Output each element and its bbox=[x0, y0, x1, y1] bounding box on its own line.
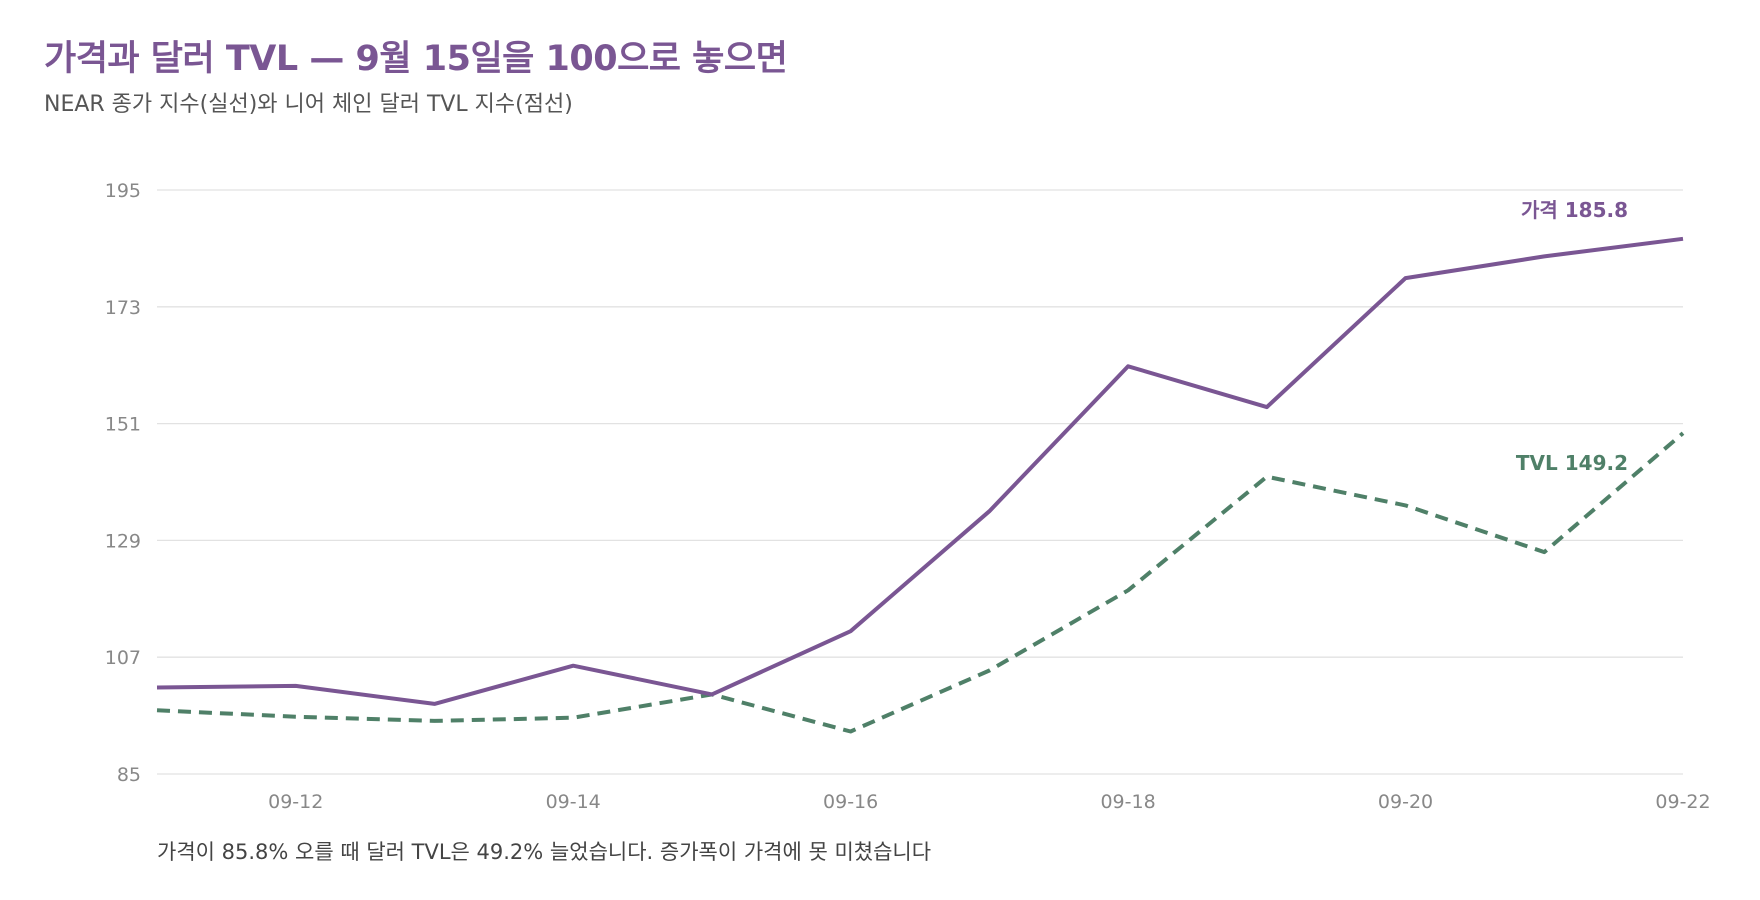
y-tick-label: 195 bbox=[105, 180, 141, 202]
x-tick-label: 09-22 bbox=[1655, 791, 1710, 813]
y-tick-label: 173 bbox=[105, 297, 141, 319]
y-axis-tick-labels: 85 107 129 151 173 195 bbox=[105, 180, 141, 786]
chart-caption: 가격이 85.8% 오를 때 달러 TVL은 49.2% 늘었습니다. 증가폭이… bbox=[157, 840, 932, 864]
x-tick-label: 09-12 bbox=[268, 791, 323, 813]
price-series-line bbox=[156, 236, 1684, 706]
series-end-labels: 가격 185.8 TVL 149.2 bbox=[1516, 198, 1628, 475]
chart-title: 가격과 달러 TVL — 9월 15일을 100으로 놓으면 bbox=[44, 39, 788, 79]
chart-subtitle: NEAR 종가 지수(실선)와 니어 체인 달러 TVL 지수(점선) bbox=[44, 92, 573, 117]
y-tick-label: 85 bbox=[117, 764, 141, 786]
x-tick-label: 09-20 bbox=[1378, 791, 1433, 813]
tvl-end-label: TVL 149.2 bbox=[1516, 451, 1628, 475]
y-tick-label: 129 bbox=[105, 530, 141, 552]
y-tick-label: 107 bbox=[105, 647, 141, 669]
x-tick-label: 09-14 bbox=[546, 791, 601, 813]
y-tick-label: 151 bbox=[105, 414, 141, 436]
price-end-label: 가격 185.8 bbox=[1521, 198, 1628, 222]
tvl-series-line bbox=[156, 431, 1685, 734]
x-tick-label: 09-18 bbox=[1100, 791, 1155, 813]
series-lines bbox=[156, 236, 1685, 734]
x-tick-label: 09-16 bbox=[823, 791, 878, 813]
x-axis-tick-labels: 09-12 09-14 09-16 09-18 09-20 09-22 bbox=[268, 791, 1710, 813]
grid-lines bbox=[157, 189, 1683, 775]
